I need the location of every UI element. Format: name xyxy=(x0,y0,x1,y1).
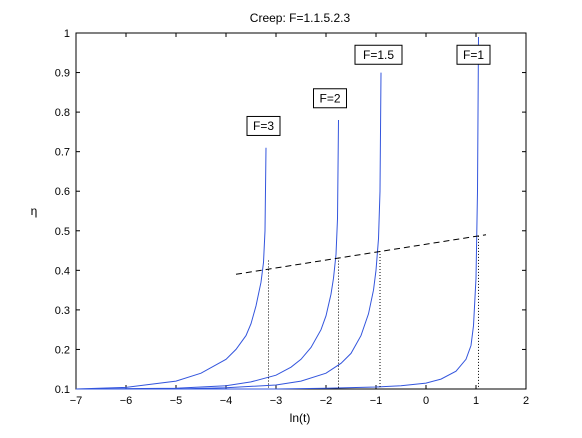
limit-line xyxy=(235,234,487,275)
x-tick-label: −7 xyxy=(70,395,83,407)
series-layer xyxy=(75,36,479,390)
annotation-box xyxy=(246,115,281,136)
x-tick-label: 1 xyxy=(473,395,479,407)
x-tick-label: −1 xyxy=(370,395,383,407)
annotation-box xyxy=(456,44,491,65)
chart-title: Creep: F=1.1.5.2.3 xyxy=(250,11,351,25)
annotation-label: F=1.5 xyxy=(363,48,394,62)
y-tick-label: 0.9 xyxy=(55,68,70,80)
dotted-markers xyxy=(268,235,479,389)
y-tick-label: 1 xyxy=(64,28,70,40)
y-tick-label: 0.6 xyxy=(55,186,70,198)
annotation-label: F=3 xyxy=(253,119,274,133)
y-axis-title: η xyxy=(31,204,38,218)
series-line xyxy=(76,72,382,390)
x-tick-label: −2 xyxy=(320,395,333,407)
x-tick-label: −5 xyxy=(170,395,183,407)
y-tick-label: 0.4 xyxy=(55,265,70,277)
x-tick-label: 0 xyxy=(423,395,429,407)
annotation-label: F=2 xyxy=(319,91,340,105)
y-tick-label: 0.8 xyxy=(55,107,70,119)
series-line xyxy=(75,119,339,390)
plot-frame xyxy=(75,32,527,390)
y-tick-label: 0.3 xyxy=(55,305,70,317)
annotation-box xyxy=(313,88,347,109)
x-tick-label: 2 xyxy=(523,395,529,407)
x-tick-label: −4 xyxy=(220,395,233,407)
series-line xyxy=(76,36,479,390)
y-tick-label: 0.7 xyxy=(55,147,70,159)
x-tick-label: −3 xyxy=(270,395,283,407)
y-tick-label: 0.2 xyxy=(55,344,70,356)
y-tick-label: 0.1 xyxy=(55,384,70,396)
x-axis-title: ln(t) xyxy=(290,411,311,425)
axis-ticks: −7 −6 −5 −4 −3 −2 −1 0 1 2 0.1 0.2 0.3 0.4 0.5 0.6 0.7 0.… xyxy=(55,28,529,407)
limit-line-layer xyxy=(235,234,487,275)
annotation-label: F=1 xyxy=(463,48,484,62)
x-tick-label: −6 xyxy=(120,395,133,407)
annotations: F=3 F=2 F=1.5 F=1 xyxy=(246,44,491,136)
y-tick-label: 0.5 xyxy=(55,226,70,238)
series-line xyxy=(75,147,267,390)
annotation-box xyxy=(354,44,403,65)
